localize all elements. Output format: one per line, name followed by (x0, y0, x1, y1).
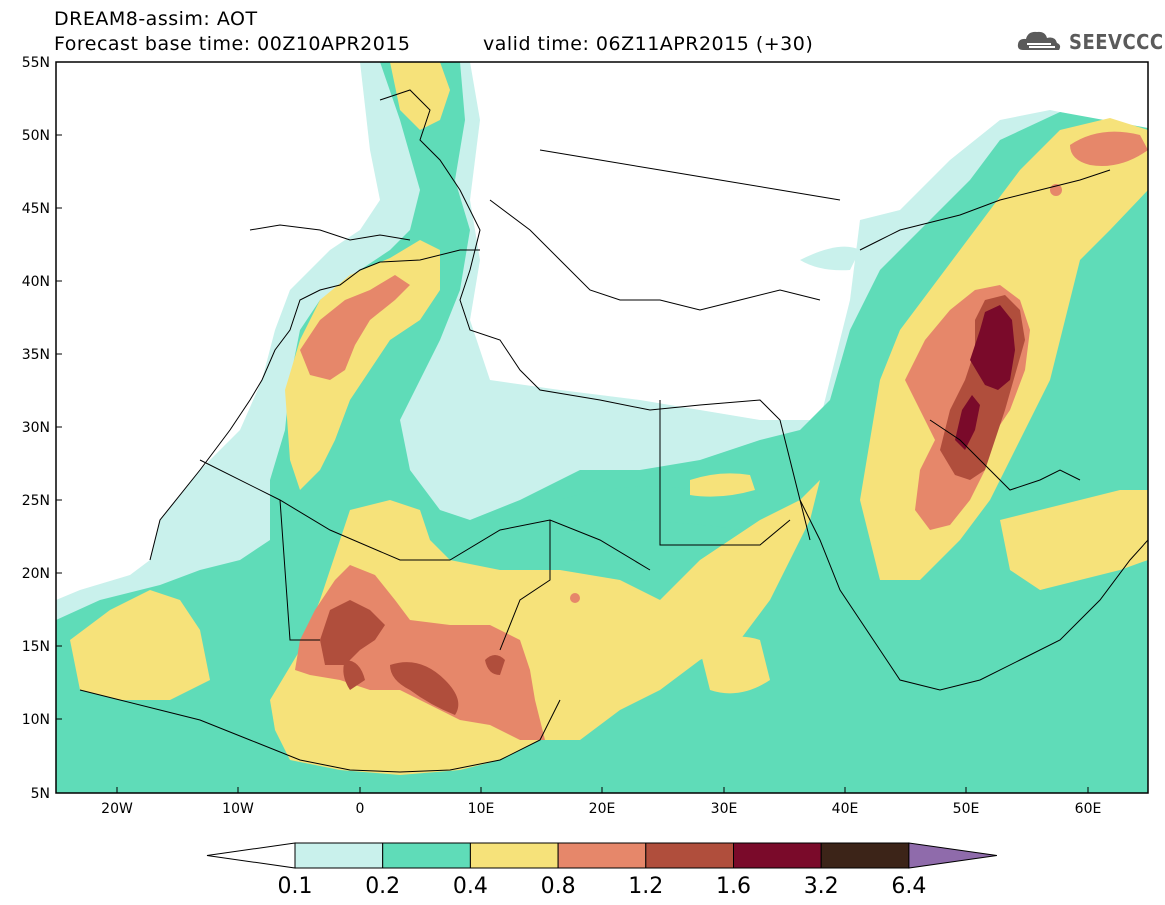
colorbar-level-label: 1.2 (628, 874, 663, 899)
colorbar-high-arrow (908, 842, 997, 869)
lat-label-35n: 35N (22, 347, 50, 363)
colorbar-level-label: 6.4 (891, 874, 926, 899)
lon-label-40e: 40E (832, 801, 859, 817)
colorbar-low-arrow (206, 842, 296, 869)
lat-label-5n: 5N (31, 786, 50, 802)
logo-text: SEEVCCC (1069, 30, 1164, 54)
lon-label-20w: 20W (101, 801, 133, 817)
lon-label-50e: 50E (953, 801, 980, 817)
cloud-icon (1017, 31, 1061, 50)
lat-label-55n: 55N (22, 55, 50, 71)
lat-label-50n: 50N (22, 128, 50, 144)
title-valid-time: valid time: 06Z11APR2015 (+30) (483, 33, 814, 55)
colorbar-level-label: 1.6 (716, 874, 751, 899)
lat-label-40n: 40N (22, 274, 50, 290)
lon-axis (116, 787, 1089, 793)
lon-label-10w: 10W (222, 801, 254, 817)
colorbar-level-label: 0.2 (365, 874, 400, 899)
colorbar-swatch (469, 842, 559, 869)
lon-label-30e: 30E (711, 801, 738, 817)
lon-label-60e: 60E (1075, 801, 1102, 817)
lat-label-25n: 25N (22, 493, 50, 509)
colorbar-swatch (820, 842, 910, 869)
lat-axis (56, 61, 62, 794)
colorbar-swatch (557, 842, 647, 869)
title-base-time: Forecast base time: 00Z10APR2015 (54, 33, 411, 55)
lat-label-30n: 30N (22, 420, 50, 436)
colorbar-level-label: 0.4 (453, 874, 488, 899)
lon-label-0: 0 (356, 801, 365, 817)
title-product: DREAM8-assim: AOT (54, 8, 258, 30)
colorbar-swatch (294, 842, 384, 869)
aot-field (56, 62, 1148, 793)
lat-label-15n: 15N (22, 639, 50, 655)
lon-label-20e: 20E (589, 801, 616, 817)
lat-label-20n: 20N (22, 566, 50, 582)
colorbar-swatch (382, 842, 471, 869)
colorbar-level-label: 0.1 (278, 874, 313, 899)
seevccc-logo: SEEVCCC (1015, 24, 1163, 60)
lat-label-10n: 10N (22, 712, 50, 728)
colorbar-level-label: 0.8 (541, 874, 576, 899)
lon-label-10e: 10E (468, 801, 495, 817)
lat-label-45n: 45N (22, 201, 50, 217)
colorbar-swatch (645, 842, 734, 869)
colorbar-swatch (733, 842, 822, 869)
colorbar-level-label: 3.2 (804, 874, 839, 899)
